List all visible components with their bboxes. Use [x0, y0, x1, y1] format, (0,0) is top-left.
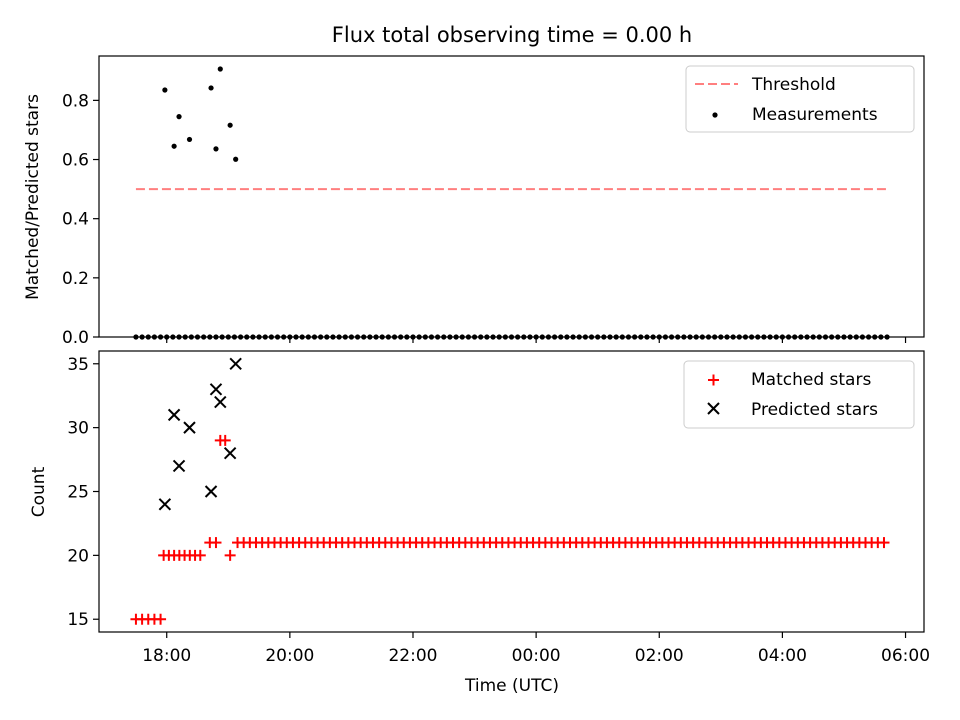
bottom-y-ticks: 15 20 25 30 35 — [67, 355, 99, 630]
x-tick-label: 04:00 — [758, 646, 807, 666]
measurement-point — [171, 143, 177, 149]
top-axes-frame — [98, 55, 925, 338]
bottom-legend-box — [683, 360, 915, 429]
y-tick-label: 0.4 — [62, 210, 89, 230]
predicted-point — [229, 357, 242, 370]
x-tick-label: 06:00 — [881, 646, 930, 666]
predicted-point — [172, 459, 186, 473]
top-y-axis-label: Matched/Predicted stars — [23, 94, 43, 300]
predicted-point — [158, 498, 172, 511]
top-plot-area — [133, 66, 890, 340]
x-tick-label: 00:00 — [512, 646, 561, 666]
y-tick-label: 30 — [67, 419, 89, 439]
x-axis-label: Time (UTC) — [464, 676, 559, 696]
predicted-point — [223, 446, 237, 460]
measurement-point — [213, 146, 219, 152]
legend-predicted-swatch — [707, 402, 720, 415]
predicted-point — [204, 485, 218, 498]
measurement-point — [217, 66, 223, 72]
legend-matched-swatch — [708, 374, 719, 386]
x-tick-label: 20:00 — [265, 646, 314, 666]
legend-threshold-label: Threshold — [751, 75, 836, 95]
bottom-y-axis-label: Count — [29, 466, 49, 517]
legend-measurements-swatch — [712, 112, 718, 118]
bottom-legend: Matched stars Predicted stars — [683, 360, 915, 429]
y-tick-label: 0.2 — [62, 269, 89, 289]
x-tick-label: 22:00 — [388, 646, 437, 666]
legend-matched-label: Matched stars — [751, 370, 871, 390]
bottom-x-ticks: 18:00 20:00 22:00 00:00 02:00 04:00 06:00 — [142, 632, 930, 666]
legend-measurements-label: Measurements — [752, 105, 878, 125]
y-tick-label: 15 — [67, 610, 89, 630]
legend-predicted-label: Predicted stars — [751, 400, 878, 420]
matched-point — [878, 537, 890, 549]
top-legend: Threshold Measurements — [685, 65, 915, 133]
y-tick-label: 0.0 — [62, 328, 89, 348]
top-legend-box — [685, 65, 915, 133]
matched-point — [210, 537, 222, 549]
x-tick-label: 02:00 — [635, 646, 684, 666]
matched-point — [194, 549, 206, 561]
top-y-ticks: 0.0 0.2 0.4 0.6 0.8 — [62, 91, 99, 348]
y-tick-label: 20 — [67, 546, 89, 566]
top-panel: 0.00.20.40.60.8 Matched/Predicted stars … — [23, 55, 925, 348]
measurement-point — [176, 114, 182, 120]
chart-title: Flux total observing time = 0.00 h — [332, 23, 692, 47]
measurement-point — [162, 87, 168, 93]
y-tick-label: 35 — [67, 355, 89, 375]
y-tick-label: 0.8 — [62, 91, 89, 111]
predicted-point — [209, 383, 223, 396]
predicted-point — [167, 408, 181, 422]
measurement-point — [227, 122, 233, 128]
y-tick-label: 25 — [67, 483, 89, 503]
measurement-point — [233, 156, 239, 162]
matched-point — [224, 549, 236, 561]
top-x-ticks — [166, 337, 907, 343]
measurement-point — [208, 85, 214, 91]
x-tick-label: 18:00 — [142, 646, 191, 666]
predicted-point — [183, 421, 196, 434]
matched-point — [219, 434, 231, 446]
predicted-point — [214, 395, 227, 409]
matched-point — [155, 613, 167, 625]
y-tick-label: 0.6 — [62, 151, 89, 171]
bottom-plot-area — [130, 357, 890, 625]
bottom-panel: 15 20 25 30 35 18:00 20:00 22:00 00:00 02:00 04:0… — [29, 350, 930, 696]
measurement-point — [186, 136, 193, 143]
